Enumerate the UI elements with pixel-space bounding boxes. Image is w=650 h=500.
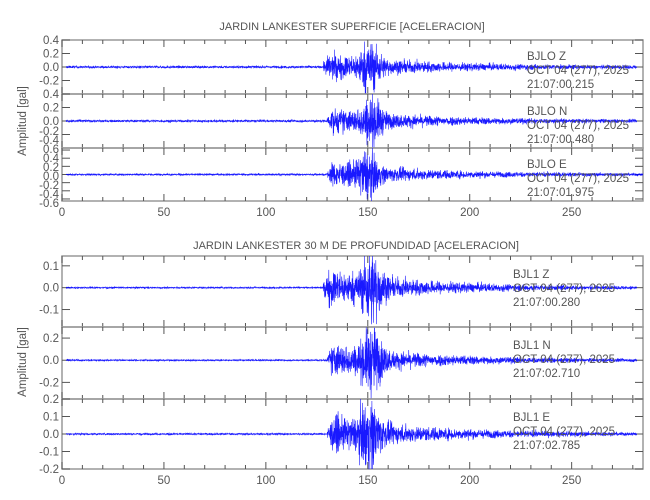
date-label: OCT 04 (277), 2025 [513, 354, 615, 366]
x-tick-label: 200 [460, 207, 479, 219]
time-label: 21:07:02.785 [513, 440, 580, 452]
date-label: OCT 04 (277), 2025 [513, 283, 615, 295]
y-tick-label: 0.2 [43, 49, 59, 61]
trace-panel-bjlo-n: 0.4 0.20.0-0.2-0.4 BJLO N OCT 04 (277), 202… [39, 89, 644, 149]
y-tick-label: 0.2 [43, 162, 59, 174]
waveform-line [65, 398, 637, 470]
y-tick-label: 0.2 [43, 394, 59, 406]
waveform-line [65, 41, 637, 95]
trace-panel-bjl1-n: 0.2 0.0 -0.2 BJL1 N OCT 04 (277), 2025 21:07:… [39, 326, 644, 400]
station-label: BJL1 Z [513, 269, 549, 281]
y-tick-label: 0.2 [43, 103, 59, 115]
trace-panel-bjlo-z: 0.4 0.20.0 -0.2 BJLO Z OCT 04 (277), 2025 21:… [39, 35, 644, 95]
x-tick-label: 0 [59, 475, 65, 487]
time-label: 21:07:00.215 [527, 79, 594, 91]
station-label: BJL1 N [513, 340, 551, 352]
y-tick-label: 0.1 [43, 261, 59, 273]
date-label: OCT 04 (277), 2025 [527, 65, 629, 77]
trace-panel-bjl1-z: 0.1 0.0 -0.1 BJL1 Z OCT 04 (277), 2025 21:07:… [39, 255, 644, 328]
date-label: OCT 04 (277), 2025 [527, 120, 629, 132]
x-tick-label: 150 [358, 207, 377, 219]
x-tick-label: 250 [562, 207, 581, 219]
y-tick-label: -0.2 [39, 180, 59, 192]
y-tick-label: 0.4 [43, 153, 60, 165]
x-tick-label: 50 [158, 475, 171, 487]
y-tick-label: -0.2 [39, 76, 59, 88]
y-tick-label: -0.2 [39, 377, 59, 389]
y-tick-label: 0.6 [43, 144, 59, 156]
x-tick-label: 100 [256, 207, 275, 219]
y-tick-label: 0.0 [43, 429, 59, 441]
y-tick-label: -0.2 [39, 464, 59, 476]
waveform-line [65, 93, 637, 149]
x-tick-label: 50 [158, 207, 171, 219]
trace-panel-bjl1-e: 0.2 0.1 0.0 -0.1 -0.2 BJL1 E OCT 04 (277), 202… [39, 394, 644, 476]
y-tick-label: 0.0 [43, 355, 59, 367]
x-tick-label: 250 [562, 475, 581, 487]
station-label: BJL1 E [513, 412, 550, 424]
chart-title-bottom: JARDIN LANKESTER 30 M DE PROFUNDIDAD [AC… [193, 240, 519, 252]
y-axis-label-bottom: Amplitud [gal] [17, 327, 29, 397]
trace-panel-bjlo-e: 0.60.40.20.0-0.2-0.4-0.6 BJLO E OCT 04 (27… [39, 144, 644, 210]
waveform-line [65, 147, 644, 202]
y-tick-label: 0.2 [43, 333, 59, 345]
time-label: 21:07:02.710 [513, 368, 580, 380]
y-tick-label: -0.4 [39, 135, 59, 147]
y-tick-label: 0.4 [43, 89, 60, 101]
x-tick-label: 100 [256, 475, 275, 487]
y-tick-label: -0.2 [39, 126, 59, 138]
time-label: 21:07:01.975 [527, 187, 594, 199]
x-tick-label: 200 [460, 475, 479, 487]
y-tick-label: -0.1 [39, 447, 59, 459]
y-tick-label: 0.0 [43, 171, 59, 183]
waveform-line [65, 255, 637, 325]
y-tick-label: 0.4 [43, 35, 60, 47]
date-label: OCT 04 (277), 2025 [527, 173, 629, 185]
y-tick-label: -0.4 [39, 189, 59, 201]
time-label: 21:07:00.280 [513, 297, 580, 309]
y-tick-label: -0.1 [39, 305, 59, 317]
chart-title-top: JARDIN LANKESTER SUPERFICIE [ACELERACION… [219, 21, 484, 33]
y-axis-label-top: Amplitud [gal] [17, 86, 29, 156]
station-label: BJLO E [527, 159, 567, 171]
x-tick-label: 150 [358, 475, 377, 487]
date-label: OCT 04 (277), 2025 [513, 426, 615, 438]
y-tick-label: 0.0 [43, 283, 59, 295]
y-tick-label: -0.6 [39, 198, 59, 210]
waveform-line [65, 327, 637, 399]
station-label: BJLO Z [527, 51, 566, 63]
station-label: BJLO N [527, 106, 567, 118]
y-tick-label: 0.1 [43, 412, 59, 424]
y-tick-label: 0.0 [43, 116, 59, 128]
y-tick-label: 0.0 [43, 62, 59, 74]
x-tick-label: 0 [59, 207, 65, 219]
time-label: 21:07:00.480 [527, 134, 594, 146]
